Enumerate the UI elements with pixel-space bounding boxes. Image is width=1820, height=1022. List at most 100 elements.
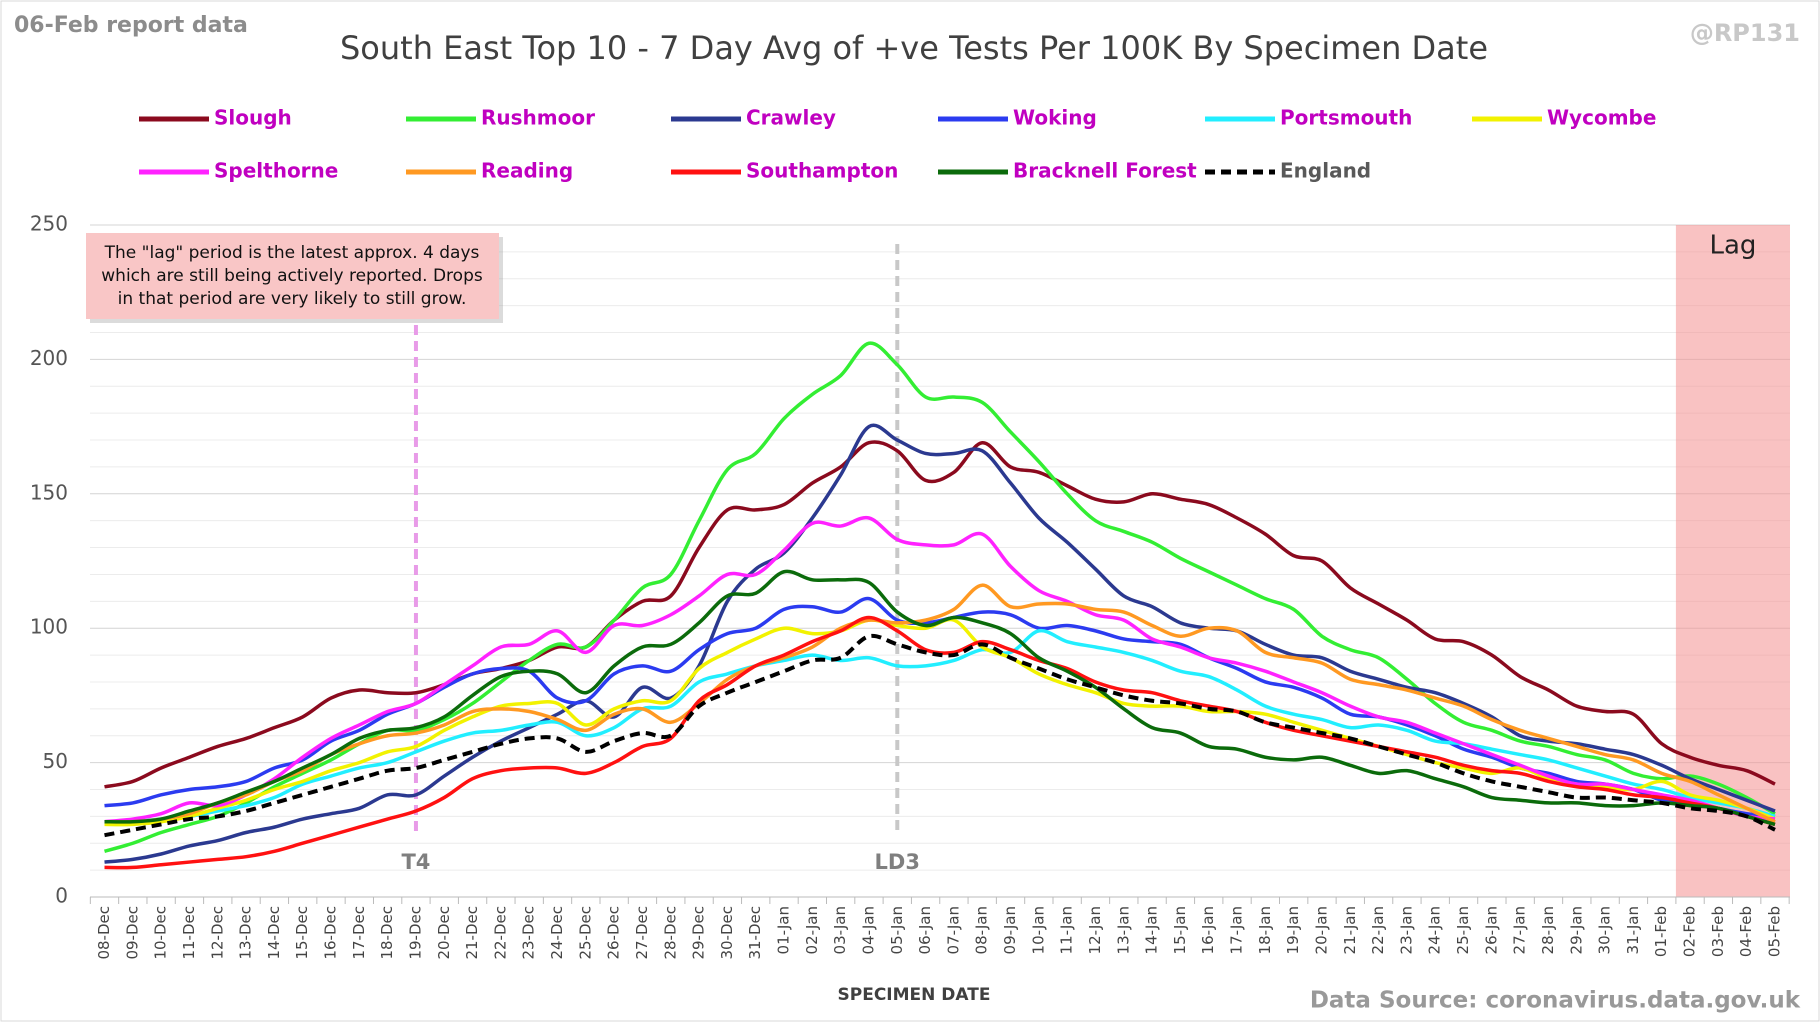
y-tick-label: 250 (30, 212, 68, 236)
x-tick-label: 02-Feb (1681, 906, 1699, 957)
y-tick-label: 200 (30, 346, 68, 370)
x-tick-label: 03-Jan (831, 906, 849, 954)
legend-label: Slough (214, 106, 292, 130)
x-tick-label: 05-Feb (1766, 906, 1784, 957)
x-tick-label: 18-Dec (378, 906, 396, 960)
x-tick-label: 17-Jan (1228, 906, 1246, 954)
series-line (104, 633, 1776, 838)
x-tick-label: 28-Dec (661, 906, 679, 960)
x-tick-label: 15-Dec (293, 906, 311, 960)
note-line: in that period are very likely to still … (118, 289, 467, 309)
x-tick-label: 04-Feb (1737, 906, 1755, 957)
x-tick-label: 19-Jan (1284, 906, 1302, 954)
note-line: The "lag" period is the latest approx. 4… (104, 243, 480, 263)
x-tick-label: 25-Jan (1454, 906, 1472, 954)
x-tick-label: 23-Jan (1397, 906, 1415, 954)
x-tick-label: 08-Dec (95, 906, 113, 960)
x-tick-label: 29-Jan (1567, 906, 1585, 954)
legend-label: Rushmoor (481, 106, 595, 130)
y-tick-label: 0 (55, 884, 68, 908)
x-tick-label: 05-Jan (888, 906, 906, 954)
legend-label: Southampton (746, 159, 898, 183)
legend-label: Wycombe (1547, 106, 1656, 130)
x-tick-label: 10-Dec (152, 906, 170, 960)
x-axis-title: SPECIMEN DATE (838, 985, 991, 1005)
x-tick-label: 24-Dec (548, 906, 566, 960)
x-tick-label: 03-Feb (1709, 906, 1727, 957)
legend: Slough Rushmoor Crawley Woking Portsmouth Wyc… (139, 106, 1656, 183)
x-tick-label: 06-Jan (916, 906, 934, 954)
x-tick-label: 01-Jan (775, 906, 793, 954)
x-tick-label: 29-Dec (690, 906, 708, 960)
legend-label: England (1280, 159, 1371, 183)
y-tick-label: 50 (43, 749, 68, 773)
x-tick-label: 18-Jan (1256, 906, 1274, 954)
x-tick-label: 24-Jan (1426, 906, 1444, 954)
x-tick-label: 27-Dec (633, 906, 651, 960)
x-tick-label: 31-Dec (746, 906, 764, 960)
legend-label: Bracknell Forest (1013, 159, 1197, 183)
series-line (104, 569, 1776, 827)
x-tick-label: 14-Dec (265, 906, 283, 960)
x-tick-label: 02-Jan (803, 906, 821, 954)
event-label: LD3 (875, 850, 920, 874)
series-line (104, 583, 1776, 824)
x-tick-label: 28-Jan (1539, 906, 1557, 954)
legend-label: Spelthorne (214, 159, 338, 183)
x-tick-label: 07-Jan (944, 906, 962, 954)
event-label: T4 (401, 850, 430, 874)
note-line: which are still being actively reported.… (101, 266, 483, 286)
x-tick-label: 25-Dec (576, 906, 594, 960)
y-tick-label: 150 (30, 480, 68, 504)
x-tick-label: 22-Jan (1369, 906, 1387, 954)
x-tick-label: 11-Jan (1058, 906, 1076, 954)
x-tick-label: 12-Jan (1086, 906, 1104, 954)
y-tick-label: 100 (30, 615, 68, 639)
note-background (86, 233, 499, 319)
x-tick-label: 26-Jan (1482, 906, 1500, 954)
x-tick-label: 13-Dec (237, 906, 255, 960)
series-line (104, 440, 1776, 789)
x-tick-label: 09-Jan (1001, 906, 1019, 954)
x-tick-label: 26-Dec (605, 906, 623, 960)
x-tick-label: 21-Dec (463, 906, 481, 960)
legend-label: Portsmouth (1280, 106, 1412, 130)
x-tick-label: 04-Jan (859, 906, 877, 954)
x-tick-label: 27-Jan (1511, 906, 1529, 954)
x-tick-label: 23-Dec (520, 906, 538, 960)
series-lines (104, 341, 1776, 870)
lag-label: Lag (1709, 231, 1756, 261)
x-tick-label: 09-Dec (123, 906, 141, 960)
series-line (104, 515, 1776, 824)
chart-title: South East Top 10 - 7 Day Avg of +ve Tes… (340, 29, 1488, 67)
report-note: 06-Feb report data (14, 13, 248, 38)
x-tick-label: 22-Dec (491, 906, 509, 960)
legend-label: Reading (481, 159, 573, 183)
x-tick-label: 10-Jan (1029, 906, 1047, 954)
x-tick-label: 13-Jan (1114, 906, 1132, 954)
x-tick-label: 12-Dec (208, 906, 226, 960)
x-tick-label: 14-Jan (1143, 906, 1161, 954)
x-tick-label: 30-Dec (718, 906, 736, 960)
x-tick-label: 20-Dec (435, 906, 453, 960)
x-tick-label: 31-Jan (1624, 906, 1642, 954)
x-tick-label: 01-Feb (1652, 906, 1670, 957)
x-tick-label: 21-Jan (1341, 906, 1359, 954)
source: Data Source: coronavirus.data.gov.uk (1310, 988, 1801, 1014)
note-box: The "lag" period is the latest approx. 4… (86, 233, 503, 323)
series-line (104, 628, 1776, 824)
x-tick-label: 17-Dec (350, 906, 368, 960)
x-tick-label: 19-Dec (406, 906, 424, 960)
x-tick-label: 20-Jan (1312, 906, 1330, 954)
x-tick-label: 30-Jan (1596, 906, 1614, 954)
series-line (104, 423, 1776, 864)
x-tick-label: 16-Jan (1199, 906, 1217, 954)
x-tick-label: 15-Jan (1171, 906, 1189, 954)
legend-label: Crawley (746, 106, 836, 130)
x-tick-label: 08-Jan (973, 906, 991, 954)
axes: 0 50 100 150 200 250 08-Dec 09-Dec 10-Dec 11-Dec 1… (30, 212, 1790, 960)
legend-label: Woking (1013, 106, 1097, 130)
